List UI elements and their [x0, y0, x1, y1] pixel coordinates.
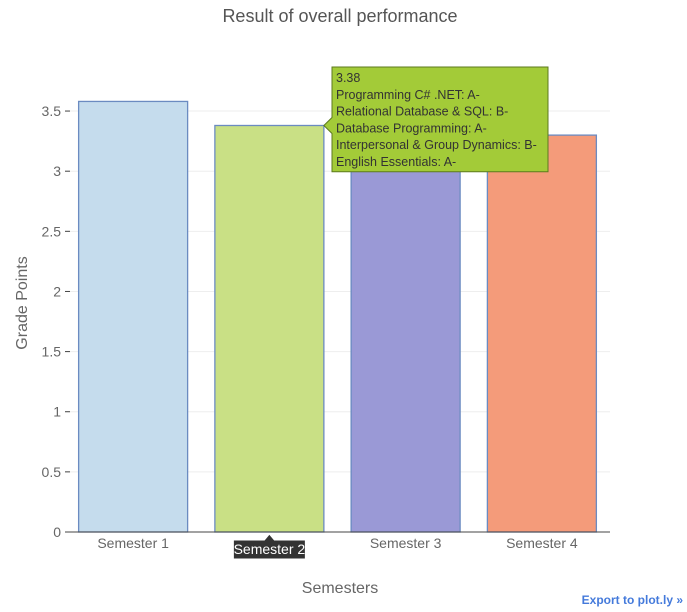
- hover-tooltip: 3.38 Programming C# .NET: A- Relational Da…: [323, 66, 549, 173]
- bar[interactable]: [214, 124, 325, 533]
- hover-course-grade: English Essentials: A-: [336, 155, 456, 169]
- y-axis-label: Grade Points: [14, 256, 31, 349]
- hover-course-grade: Interpersonal & Group Dynamics: B-: [336, 138, 537, 152]
- x-tick-label: Semester 3: [370, 535, 442, 551]
- hover-course-grade: Database Programming: A-: [336, 121, 487, 135]
- y-tick-label: 0: [53, 524, 61, 540]
- x-axis-label: Semesters: [302, 580, 378, 597]
- bar[interactable]: [350, 134, 461, 533]
- y-tick-label: 2.5: [42, 223, 62, 239]
- export-to-plotly-link[interactable]: Export to plot.ly »: [581, 593, 683, 607]
- bar[interactable]: [77, 100, 189, 533]
- hover-axis-text: Semester 2: [234, 541, 306, 557]
- y-tick-label: 3: [53, 163, 61, 179]
- y-tick-label: 1: [53, 404, 61, 420]
- bars: [77, 100, 598, 533]
- hover-axis-box: [232, 533, 306, 560]
- hover-course-grade: Relational Database & SQL: B-: [336, 105, 508, 119]
- bar[interactable]: [486, 134, 598, 533]
- y-tick-label: 1.5: [42, 344, 62, 360]
- x-tick-label: Semester 1: [97, 535, 169, 551]
- y-tick-label: 2: [53, 283, 61, 299]
- chart-title: Result of overall performance: [222, 6, 457, 26]
- hover-course-grade: Programming C# .NET: A-: [336, 88, 480, 102]
- y-tick-label: 0.5: [42, 464, 62, 480]
- y-tick-label: 3.5: [42, 103, 62, 119]
- hover-axis-label: Semester 2: [232, 533, 306, 560]
- hover-value: 3.38: [336, 71, 360, 85]
- x-axis-ticks: Semester 1 Semester 3 Semester 4: [97, 535, 578, 551]
- hover-layer: 3.38 Programming C# .NET: A- Relational Da…: [232, 66, 549, 560]
- y-axis-ticks: 0 0.5 1 1.5 2 2.5 3 3.5: [42, 103, 70, 540]
- hover-tooltip-box: [323, 66, 549, 173]
- x-tick-label: Semester 4: [506, 535, 578, 551]
